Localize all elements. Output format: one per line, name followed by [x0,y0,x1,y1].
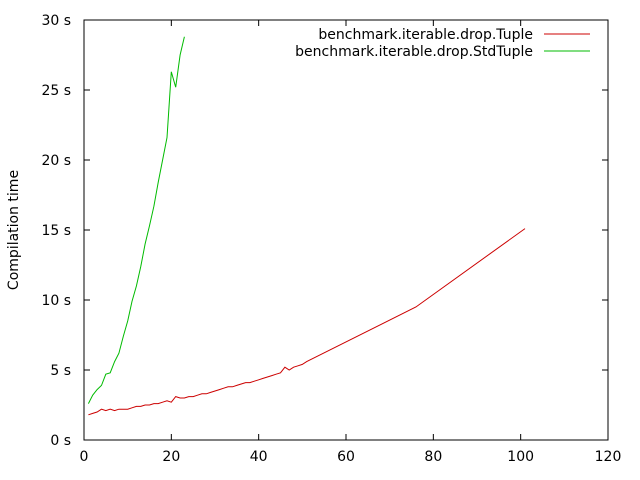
x-tick-label: 100 [507,449,534,465]
x-axis-ticks: 0 20 40 60 80 100 120 [80,20,622,465]
legend: benchmark.iterable.drop.Tuplebenchmark.i… [295,27,590,60]
series-line-stdtuple [87,36,185,404]
plot-marks [87,36,526,416]
legend-label: benchmark.iterable.drop.StdTuple [295,44,533,60]
series-line-tuple [88,228,526,416]
x-tick-label: 40 [250,449,268,465]
x-tick-label: 80 [424,449,442,465]
y-tick-label: 30 s [41,13,71,29]
x-tick-label: 20 [162,449,180,465]
y-tick-label: 20 s [41,153,71,169]
x-tick-label: 0 [80,449,89,465]
y-axis-title: Compilation time [6,170,22,290]
y-tick-label: 10 s [41,293,71,309]
legend-label: benchmark.iterable.drop.Tuple [318,27,533,43]
y-tick-label: 5 s [50,363,71,379]
y-tick-label: 0 s [50,433,71,449]
x-tick-label: 120 [595,449,622,465]
y-tick-label: 25 s [41,83,71,99]
x-tick-label: 60 [337,449,355,465]
y-tick-label: 15 s [41,223,71,239]
y-axis-ticks: 0 s 5 s 10 s 15 s 20 s 25 s 30 s [41,13,608,449]
